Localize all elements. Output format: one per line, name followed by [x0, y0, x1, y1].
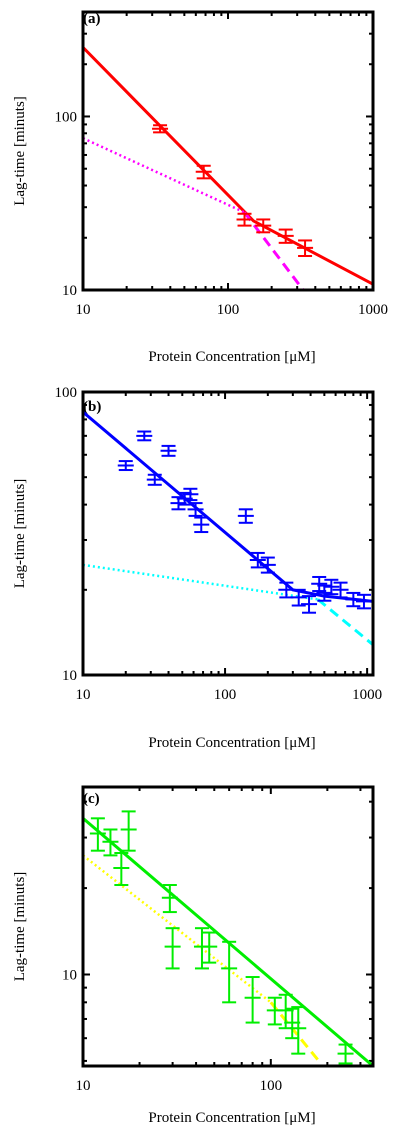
- x-axis-label: Protein Concentration [μM]: [148, 349, 315, 365]
- y-tick-label: 10: [62, 968, 77, 984]
- y-axis-label: Lag-time [minuts]: [12, 479, 28, 589]
- data-point: [195, 164, 212, 180]
- data-point: [290, 1006, 307, 1055]
- chart-panel-2: (b) 10 100 1000 10 100 Protein Concentration […: [12, 385, 382, 751]
- data-point: [316, 584, 333, 602]
- chart-panel-1: (a) 10 100 1000 10 100 Protein Concentration […: [12, 10, 388, 365]
- plot-area: [83, 46, 373, 290]
- data-point: [160, 444, 177, 457]
- plot-area: [83, 810, 373, 1066]
- x-tick-label: 1000: [352, 687, 382, 703]
- y-tick-label: 100: [55, 109, 78, 125]
- x-tick-label: 10: [76, 302, 91, 318]
- data-point: [113, 852, 130, 887]
- data-point: [152, 124, 169, 134]
- y-tick-label: 10: [62, 668, 77, 684]
- data-point: [117, 460, 134, 472]
- panel-label: (c): [83, 791, 100, 807]
- fit-line-dashed: [243, 211, 305, 290]
- data-point: [278, 581, 295, 599]
- data-point: [337, 1043, 354, 1065]
- y-axis-label: Lag-time [minuts]: [12, 96, 28, 206]
- panel-label: (b): [83, 399, 101, 415]
- fit-line-solid: [83, 46, 373, 286]
- x-tick-label: 10: [76, 687, 91, 703]
- panel-label: (a): [83, 11, 101, 27]
- fit-line-dashed: [269, 1001, 320, 1062]
- data-point: [301, 595, 318, 614]
- data-point: [182, 487, 199, 502]
- data-point: [244, 976, 261, 1024]
- data-point: [332, 581, 349, 599]
- data-point: [236, 212, 253, 227]
- data-point: [221, 940, 238, 1004]
- y-axis-label: Lag-time [minuts]: [12, 872, 28, 982]
- y-tick-label: 10: [62, 283, 77, 299]
- data-point: [161, 884, 178, 914]
- data-point: [255, 218, 272, 234]
- fit-line-dotted: [83, 137, 246, 214]
- plot-area: [83, 410, 373, 646]
- axis-ticks: [82, 11, 374, 291]
- data-point: [297, 239, 314, 258]
- data-point: [136, 430, 153, 442]
- data-point: [146, 473, 163, 486]
- fit-line-solid: [83, 410, 373, 603]
- y-tick-label: 100: [55, 385, 78, 401]
- data-point: [193, 516, 210, 534]
- data-point: [164, 927, 181, 970]
- data-point: [290, 588, 307, 607]
- data-point: [259, 556, 276, 574]
- data-point: [355, 593, 372, 610]
- x-tick-label: 100: [260, 1078, 283, 1094]
- plot-frame: [81, 10, 375, 292]
- data-point: [201, 931, 218, 964]
- plot-frame: [81, 785, 375, 1068]
- data-point: [277, 228, 294, 244]
- plot-frame: [81, 390, 375, 677]
- x-tick-label: 100: [217, 302, 240, 318]
- data-point: [187, 502, 204, 517]
- data-point: [345, 591, 362, 608]
- x-tick-label: 1000: [358, 302, 388, 318]
- fit-line-dashed: [316, 598, 373, 646]
- data-point: [89, 817, 106, 852]
- data-point: [237, 508, 254, 524]
- data-point: [323, 578, 340, 596]
- x-axis-label: Protein Concentration [μM]: [148, 735, 315, 751]
- x-tick-label: 10: [76, 1078, 91, 1094]
- data-point: [120, 810, 137, 852]
- data-point: [102, 828, 119, 857]
- chart-panel-3: (c) 10 100 10 Protein Concentration [μM] Lag-…: [12, 785, 375, 1126]
- x-axis-label: Protein Concentration [μM]: [148, 1110, 315, 1126]
- x-tick-label: 100: [214, 687, 237, 703]
- data-point: [249, 551, 266, 569]
